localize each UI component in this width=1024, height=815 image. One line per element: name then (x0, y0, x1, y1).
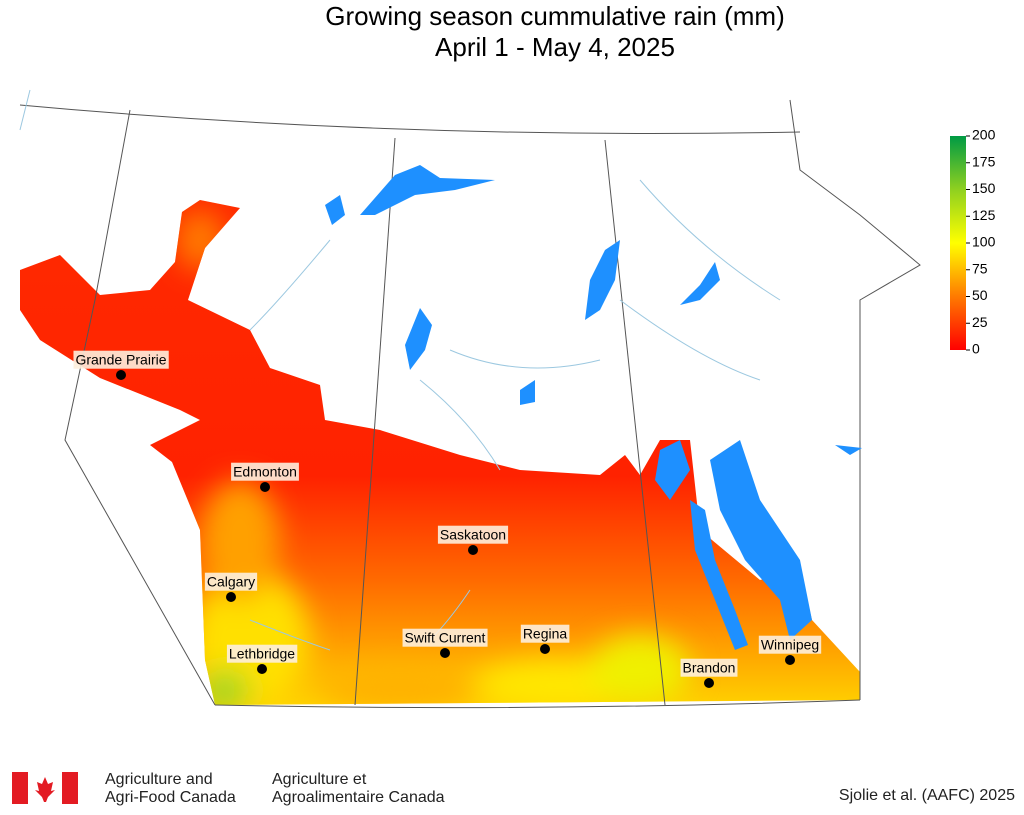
city-dot (785, 655, 795, 665)
colorbar-tick-label: 25 (972, 314, 988, 330)
city-label: Winnipeg (761, 637, 819, 653)
canada-flag (12, 772, 78, 804)
city-label-bg (758, 635, 822, 654)
colorbar-tick-label: 175 (972, 153, 996, 169)
city-label-bg (520, 624, 570, 643)
city-dot (440, 648, 450, 658)
dept-fr-1: Agriculture et (272, 771, 367, 788)
city-label: Lethbridge (229, 646, 295, 662)
city-label: Swift Current (405, 630, 486, 646)
colorbar-tick-label: 150 (972, 180, 996, 196)
city-label-bg (231, 462, 299, 481)
rivers (19, 89, 781, 651)
colorbar-tick-label: 50 (972, 287, 988, 303)
credit: Sjolie et al. (AAFC) 2025 (839, 787, 1015, 804)
colorbar-tick-label: 0 (972, 341, 980, 357)
colorbar-tick-label: 125 (972, 207, 996, 223)
dept-en-2: Agri-Food Canada (105, 789, 236, 806)
city-dot (226, 592, 236, 602)
subtitle: April 1 - May 4, 2025 (435, 32, 675, 62)
city-dot (540, 644, 550, 654)
city-label: Edmonton (233, 464, 297, 480)
city-label: Calgary (207, 574, 255, 590)
dept-fr-2: Agroalimentaire Canada (272, 789, 445, 806)
city-label-bg (204, 572, 258, 591)
city-dot (116, 370, 126, 380)
colorbar-tick-label: 75 (972, 260, 988, 276)
city-label-bg (437, 525, 509, 544)
city-dot (260, 482, 270, 492)
city-label: Saskatoon (440, 527, 506, 543)
city-layer: Grande Prairie Edmonton Saskatoon Calgary Le… (73, 350, 822, 688)
colorbar-tick-label: 200 (972, 127, 996, 143)
city-label-bg (226, 644, 298, 663)
colorbar-gradient (950, 136, 966, 350)
colorbar-tick-label: 100 (972, 234, 996, 250)
title: Growing season cummulative rain (mm) (325, 1, 784, 31)
city-dot (468, 545, 478, 555)
city-label: Regina (523, 626, 568, 642)
city-dot (257, 664, 267, 674)
city-label-bg (680, 658, 738, 677)
lakes (325, 165, 862, 650)
dept-en-1: Agriculture and (105, 771, 213, 788)
colorbar: 0 25 50 75 100 125 150 175 200 (950, 127, 996, 357)
city-dot (704, 678, 714, 688)
city-label: Brandon (683, 660, 736, 676)
city-label: Grande Prairie (75, 352, 166, 368)
boundaries (19, 99, 921, 709)
city-label-bg (402, 628, 488, 647)
city-label-bg (73, 350, 169, 369)
